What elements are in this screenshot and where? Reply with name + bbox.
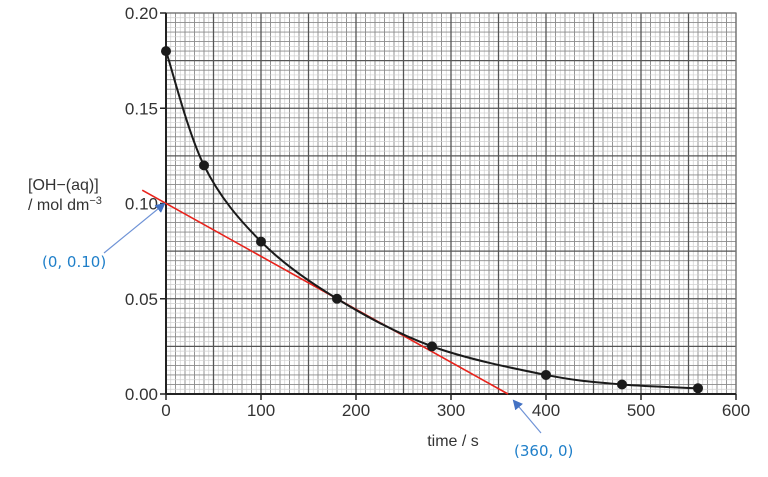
x-tick-label: 300 bbox=[437, 401, 465, 420]
annotation-label-y-intercept: (0, 0.10) bbox=[42, 253, 106, 271]
data-points bbox=[161, 46, 703, 394]
data-point bbox=[256, 236, 266, 247]
data-point bbox=[332, 293, 342, 304]
annotation-label-x-intercept: (360, 0) bbox=[514, 442, 573, 460]
x-tick-label: 600 bbox=[722, 401, 750, 420]
y-axis-unit-exponent: −3 bbox=[89, 195, 102, 207]
x-tick-label: 200 bbox=[342, 401, 370, 420]
y-axis-title-line2: / mol dm−3 bbox=[28, 195, 102, 214]
data-point bbox=[617, 379, 627, 390]
data-point bbox=[693, 383, 703, 394]
y-axis-title-line1: [OH−(aq)] bbox=[28, 177, 99, 194]
data-point bbox=[199, 160, 209, 171]
data-point bbox=[427, 341, 437, 352]
y-axis-unit: / mol dm bbox=[28, 197, 89, 214]
annotation-arrow-x-intercept bbox=[512, 399, 542, 434]
x-axis-title: time / s bbox=[427, 433, 479, 450]
x-tick-label: 500 bbox=[627, 401, 655, 420]
y-tick-label: 0.05 bbox=[125, 290, 158, 309]
y-tick-label: 0.15 bbox=[125, 99, 158, 118]
x-tick-label: 400 bbox=[532, 401, 560, 420]
grid-major bbox=[165, 12, 737, 395]
y-tick-label: 0.00 bbox=[125, 385, 158, 404]
y-tick-label: 0.20 bbox=[125, 4, 158, 23]
annotations: (0, 0.10) (360, 0) bbox=[42, 202, 573, 460]
data-point bbox=[541, 369, 551, 380]
x-tick-label: 0 bbox=[161, 401, 170, 420]
tick-labels: 0 100 200 300 400 500 600 0.00 0.05 0.10 0.15 0.20 bbox=[125, 4, 750, 420]
x-tick-label: 100 bbox=[247, 401, 275, 420]
annotation-arrow-y-intercept bbox=[103, 202, 166, 254]
data-point bbox=[161, 46, 171, 57]
y-tick-label: 0.10 bbox=[125, 195, 158, 214]
